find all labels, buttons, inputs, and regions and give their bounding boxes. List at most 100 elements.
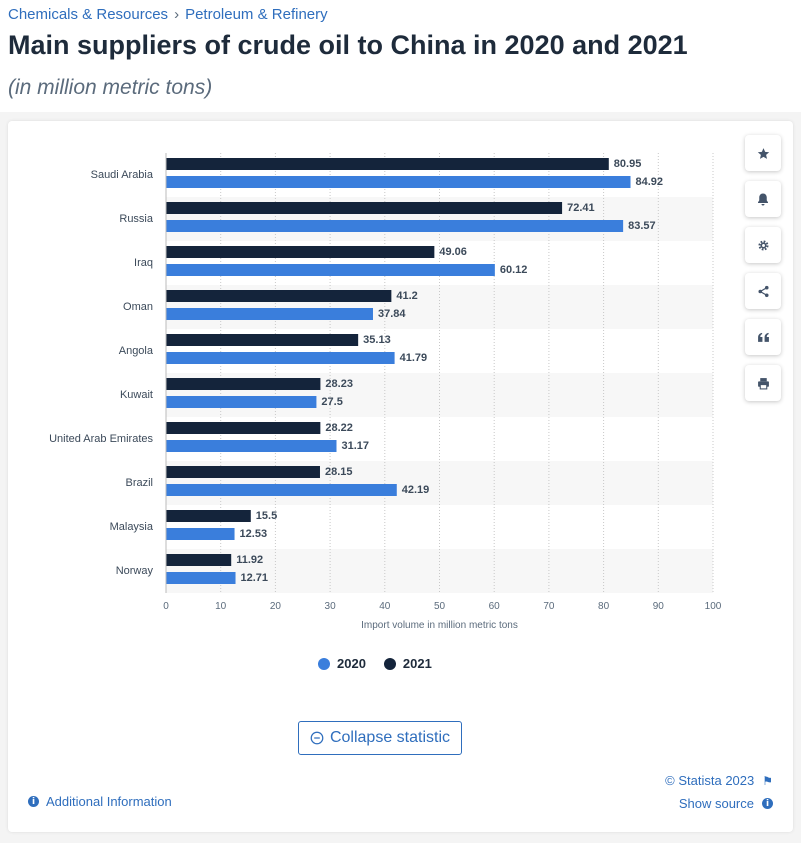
minus-circle-icon [310,731,324,745]
bar-2020-russia [166,220,624,232]
share-icon [757,285,769,297]
x-tick-label: 50 [434,601,446,612]
bar-2021-brazil [166,466,320,478]
legend-item-2020[interactable]: 2020 [318,656,366,671]
bar-2021-russia [166,202,563,214]
cite-button[interactable] [745,319,781,355]
chart-legend: 2020 2021 [318,656,450,671]
bar-2020-angola [166,352,395,364]
show-source-label: Show source [678,796,754,811]
legend-item-2021[interactable]: 2021 [383,656,432,671]
collapse-statistic-label: Collapse statistic [329,729,451,746]
bar-2020-norway [166,572,236,584]
data-label-2021: 11.92 [236,554,263,566]
breadcrumb-link-petroleum[interactable]: Petroleum & Refinery [185,6,328,23]
data-label-2020: 60.12 [500,264,528,276]
x-tick-label: 60 [489,601,501,612]
x-tick-label: 90 [653,601,665,612]
gear-icon [757,239,769,251]
legend-label-2021: 2021 [402,656,432,671]
show-source-link[interactable]: Show source i [679,796,773,811]
data-label-2021: 28.15 [325,466,353,478]
settings-button[interactable] [745,227,781,263]
additional-information-label: Additional Information [46,794,172,809]
notification-button[interactable] [745,181,781,217]
bar-2020-saudi-arabia [166,176,631,188]
x-tick-label: 20 [270,601,282,612]
category-label: Iraq [134,257,153,269]
bar-2020-united-arab-emirates [166,440,337,452]
breadcrumb-separator: › [174,6,180,23]
bar-2021-saudi-arabia [166,158,609,170]
data-label-2020: 83.57 [628,220,656,232]
bar-2020-iraq [166,264,495,276]
bar-2021-oman [166,290,392,302]
bar-2020-brazil [166,484,397,496]
flag-icon[interactable]: ⚑ [762,773,773,788]
bell-icon [758,193,768,205]
data-label-2021: 28.22 [325,422,353,434]
x-tick-label: 10 [215,601,227,612]
data-label-2021: 72.41 [567,202,595,214]
bar-chart: Saudi Arabia 80.95 84.92 Russia 72.41 83.57 Ir… [49,153,722,631]
toolbar [745,135,781,411]
bar-2021-kuwait [166,378,321,390]
data-label-2020: 84.92 [636,176,664,188]
legend-label-2020: 2020 [337,656,366,671]
collapse-statistic-button[interactable]: Collapse statistic [298,721,462,755]
data-label-2021: 41.2 [396,290,417,302]
data-label-2020: 12.71 [241,572,269,584]
category-label: Oman [123,301,153,313]
legend-dot-2020 [318,657,330,670]
data-label-2020: 41.79 [400,352,428,364]
x-tick-label: 100 [705,601,722,612]
category-label: Malaysia [110,521,154,533]
statista-credit: © Statista 2023 ⚑ [665,773,773,788]
x-tick-label: 70 [543,601,555,612]
share-button[interactable] [745,273,781,309]
statistic-card: Saudi Arabia 80.95 84.92 Russia 72.41 83.57 Ir… [8,121,793,832]
bar-2021-angola [166,334,359,346]
info-icon: i [28,796,39,807]
x-axis-label: Import volume in million metric tons [361,620,518,631]
quote-icon [757,332,769,342]
page-subtitle: (in million metric tons) [8,76,213,99]
breadcrumb-link-chemicals[interactable]: Chemicals & Resources [8,6,169,23]
bar-2020-kuwait [166,396,317,408]
category-label: Norway [116,565,154,577]
printer-icon [757,377,769,389]
category-label: Brazil [125,477,153,489]
bar-2020-oman [166,308,373,320]
star-icon [757,147,769,159]
bar-2020-malaysia [166,528,235,540]
bar-2021-malaysia [166,510,251,522]
favorite-button[interactable] [745,135,781,171]
bar-2021-united-arab-emirates [166,422,321,434]
bar-2021-iraq [166,246,435,258]
page-title: Main suppliers of crude oil to China in … [8,30,688,60]
x-tick-label: 80 [598,601,610,612]
breadcrumb: Chemicals & Resources › Petroleum & Refine… [8,6,328,23]
data-label-2021: 49.06 [439,246,467,258]
category-label: Saudi Arabia [91,169,154,181]
x-tick-label: 40 [379,601,391,612]
header: Chemicals & Resources › Petroleum & Refine… [0,0,801,112]
data-label-2020: 12.53 [240,528,268,540]
data-label-2021: 35.13 [363,334,391,346]
data-label-2020: 27.5 [321,396,342,408]
data-label-2021: 15.5 [256,510,277,522]
bar-2021-norway [166,554,232,566]
credit-text[interactable]: © Statista 2023 [665,773,755,788]
category-label: Angola [119,345,154,357]
data-label-2020: 31.17 [341,440,369,452]
info-icon: i [762,798,773,809]
print-button[interactable] [745,365,781,401]
additional-information-link[interactable]: i Additional Information [28,794,172,809]
legend-dot-2021 [383,657,396,670]
data-label-2020: 42.19 [402,484,430,496]
x-tick-label: 30 [325,601,337,612]
category-label: Kuwait [120,389,153,401]
category-label: Russia [119,213,154,225]
x-tick-label: 0 [163,601,169,612]
data-label-2021: 28.23 [325,378,353,390]
